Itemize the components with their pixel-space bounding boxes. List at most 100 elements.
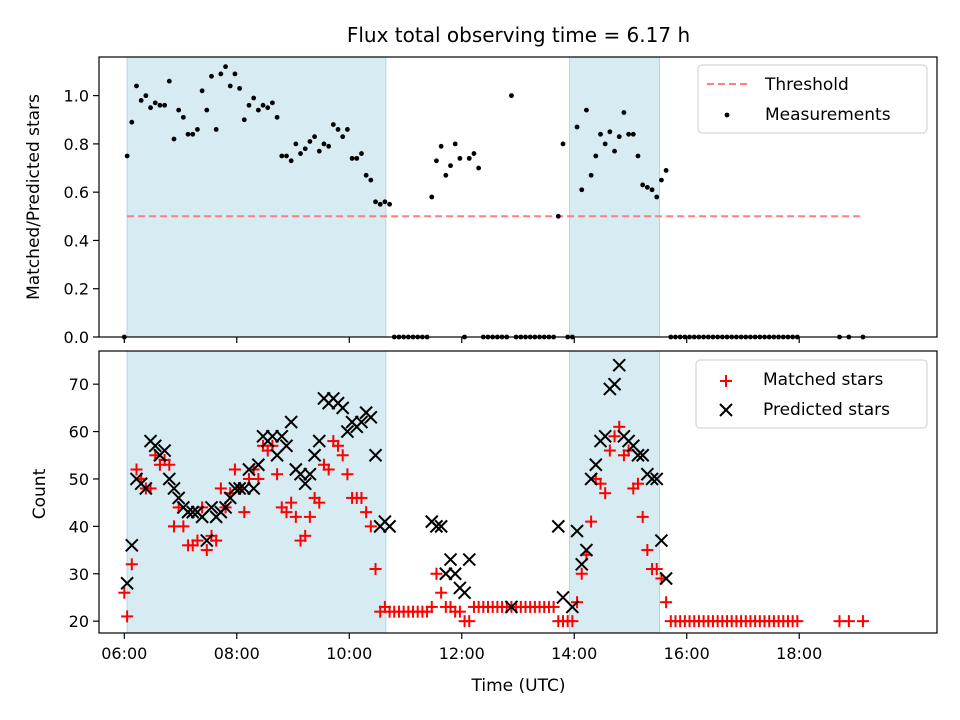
measurement-point — [166, 78, 172, 84]
measurement-point — [293, 141, 299, 147]
measurement-point — [190, 131, 196, 137]
measurement-point — [199, 88, 205, 94]
measurement-point — [270, 100, 275, 106]
bottom-legend-box — [695, 359, 928, 429]
matched-star-marker — [636, 510, 649, 523]
top-plot-frame — [98, 56, 938, 338]
predicted-star-marker — [354, 415, 369, 429]
top-y-tick-label: 0.8 — [64, 135, 89, 154]
matched-star-marker — [547, 600, 560, 613]
measurement-point — [612, 148, 617, 154]
measurement-point — [429, 194, 435, 200]
measurement-point — [176, 107, 182, 113]
measurement-point — [246, 102, 252, 108]
matched-star-marker — [271, 468, 284, 481]
predicted-star-marker — [303, 467, 317, 481]
predicted-star-marker — [457, 586, 472, 600]
measurement-point — [640, 182, 646, 188]
predicted-star-marker — [631, 448, 645, 462]
predicted-star-marker — [298, 476, 312, 491]
top-y-tick-label: 0.4 — [64, 231, 89, 250]
measurement-point — [134, 83, 139, 89]
measurement-point — [237, 85, 243, 91]
measurement-point — [509, 93, 514, 99]
measurement-point — [218, 71, 224, 77]
matched-star-marker — [163, 458, 176, 471]
measurement-point — [251, 95, 257, 101]
measurement-point — [607, 129, 613, 135]
matched-star-marker — [650, 563, 663, 576]
matched-star-marker — [856, 615, 869, 628]
predicted-star-marker — [232, 481, 247, 496]
bottom-matched-markers — [118, 420, 869, 628]
bottom-x-tick-label: 12:00 — [439, 644, 485, 663]
bottom-x-tick-label: 18:00 — [776, 644, 822, 663]
bottom-y-axis-label: Count — [30, 468, 50, 519]
matched-star-marker — [369, 563, 382, 576]
measurement-point — [298, 151, 303, 156]
measurement-point — [335, 127, 341, 132]
measurement-point — [452, 141, 458, 147]
matched-star-marker — [200, 544, 213, 557]
measurement-point — [180, 114, 186, 120]
bottom-legend: Matched stars Predicted stars — [695, 359, 928, 429]
measurement-point — [457, 155, 463, 161]
measurement-point — [162, 102, 168, 108]
measurement-point — [274, 114, 280, 120]
bottom-x-tick-label: 16:00 — [664, 644, 710, 663]
measurement-point — [626, 131, 632, 137]
measurement-point — [232, 71, 238, 77]
matched-star-marker — [299, 529, 312, 542]
bottom-legend-matched-label: Matched stars — [763, 370, 883, 390]
predicted-star-marker — [204, 500, 219, 515]
predicted-star-marker — [654, 533, 669, 548]
top-legend-measurements-swatch — [724, 112, 730, 118]
measurement-point — [659, 177, 664, 183]
measurement-point — [129, 119, 135, 125]
measurement-point — [209, 73, 214, 79]
measurement-point — [138, 98, 144, 103]
bottom-x-tick-label: 08:00 — [214, 644, 260, 663]
matched-star-marker — [566, 615, 579, 628]
top-x-ticks — [123, 337, 800, 343]
matched-star-marker — [228, 463, 241, 476]
predicted-star-marker — [607, 377, 622, 391]
measurement-point — [649, 187, 655, 193]
measurement-point — [584, 107, 589, 113]
matched-star-marker — [425, 600, 438, 613]
matched-star-marker — [125, 558, 138, 571]
measurement-point — [654, 194, 660, 200]
matched-star-marker — [285, 496, 298, 509]
measurement-point — [635, 153, 641, 159]
predicted-star-marker — [186, 505, 200, 519]
measurement-point — [574, 124, 580, 130]
measurement-point — [288, 158, 294, 164]
predicted-star-marker — [148, 439, 162, 453]
matched-star-marker — [332, 439, 345, 452]
predicted-star-marker — [336, 401, 350, 415]
matched-star-marker — [118, 586, 131, 599]
matched-star-marker — [575, 567, 588, 580]
matched-star-marker — [603, 444, 616, 457]
matched-star-marker — [130, 463, 143, 476]
measurement-point — [443, 172, 449, 178]
bottom-x-tick-label: 06:00 — [101, 644, 147, 663]
predicted-star-marker — [598, 429, 612, 444]
bottom-y-tick-label: 50 — [69, 470, 89, 489]
predicted-star-marker — [284, 415, 298, 429]
measurement-point — [377, 201, 383, 207]
matched-star-marker — [210, 534, 223, 547]
measurement-point — [185, 131, 191, 137]
predicted-star-marker — [570, 524, 584, 538]
measurement-point — [368, 177, 374, 183]
matched-star-marker — [322, 463, 335, 476]
bottom-legend-matched-swatch — [720, 375, 732, 387]
predicted-star-marker — [612, 358, 626, 372]
measurement-point — [448, 163, 453, 169]
measurement-point — [279, 153, 285, 159]
predicted-star-marker — [340, 424, 355, 439]
matched-star-marker — [842, 615, 855, 628]
measurement-point — [227, 83, 233, 89]
measurement-point — [630, 131, 636, 137]
measurement-point — [438, 143, 444, 149]
